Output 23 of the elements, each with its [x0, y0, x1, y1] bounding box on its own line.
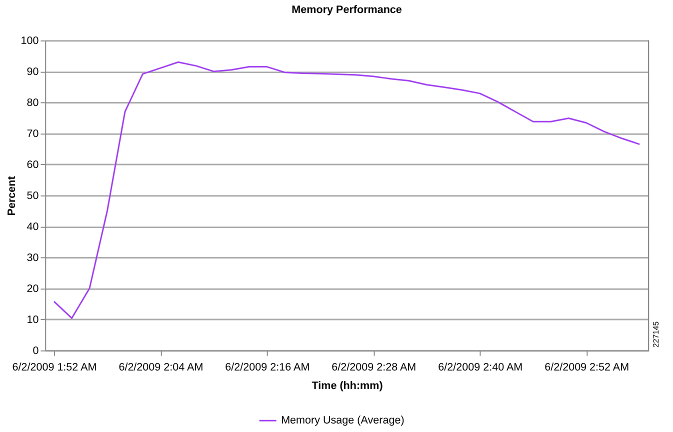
y-tick-label: 100: [20, 34, 39, 47]
y-tick-label: 0: [32, 344, 39, 357]
x-tick-label: 6/2/2009 2:16 AM: [225, 362, 310, 374]
y-tick-label: 30: [26, 252, 39, 264]
y-tick-label: 50: [26, 190, 39, 202]
x-tick-label: 6/2/2009 1:52 AM: [12, 362, 97, 374]
x-tick-label: 6/2/2009 2:40 AM: [438, 362, 523, 374]
x-tick-label: 6/2/2009 2:04 AM: [118, 362, 204, 374]
y-axis-title: Percent: [6, 176, 18, 216]
y-tick-label: 20: [26, 282, 39, 295]
x-tick-label: 6/2/2009 2:52 AM: [544, 362, 630, 374]
y-tick-label: 80: [26, 96, 39, 109]
y-tick-label: 40: [26, 220, 39, 233]
text: 227145: [651, 320, 660, 348]
y-tick-label: 10: [26, 314, 39, 326]
y-tick-label: 90: [26, 66, 39, 78]
line-series: [53, 61, 640, 319]
chart-title: Memory Performance: [292, 4, 402, 16]
y-tick-label: 60: [26, 158, 39, 171]
legend-label: Memory Usage (Average): [281, 414, 404, 427]
x-axis-title: Time (hh:mm): [312, 380, 384, 392]
x-tick-label: 6/2/2009 2:28 AM: [332, 362, 416, 374]
y-tick-label: 70: [26, 128, 39, 140]
